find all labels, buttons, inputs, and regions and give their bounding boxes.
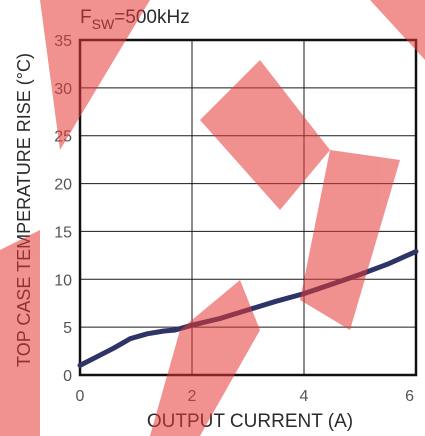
plot-frame bbox=[78, 38, 418, 377]
x-tick-label-0: 0 bbox=[76, 388, 85, 405]
x-tick-label-6: 6 bbox=[405, 388, 414, 405]
y-tick-label-10: 10 bbox=[54, 272, 72, 289]
y-tick-label-0: 0 bbox=[63, 368, 72, 385]
x-tick-label-4: 4 bbox=[300, 388, 309, 405]
x-tick-labels: 0246 bbox=[76, 388, 415, 405]
y-tick-label-5: 5 bbox=[63, 320, 72, 337]
y-tick-label-15: 15 bbox=[54, 224, 72, 241]
y-tick-label-20: 20 bbox=[54, 177, 72, 194]
